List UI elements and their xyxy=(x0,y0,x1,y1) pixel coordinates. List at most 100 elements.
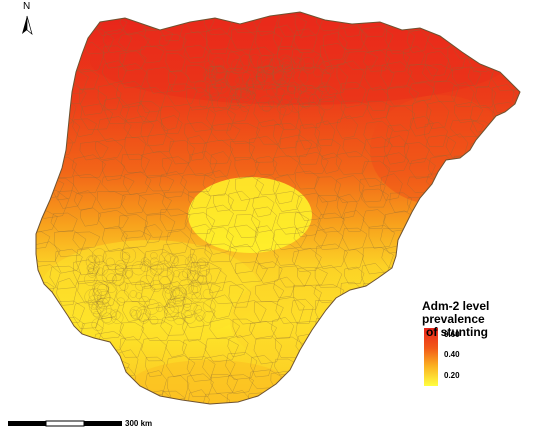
district-polygon xyxy=(384,135,410,165)
district-polygon xyxy=(235,86,247,98)
district-polygon xyxy=(159,208,191,232)
district-polygon xyxy=(124,281,156,302)
district-polygon xyxy=(272,174,296,205)
district-polygon xyxy=(52,358,82,382)
district-polygon xyxy=(36,241,61,262)
district-polygon xyxy=(315,12,344,32)
district-polygon xyxy=(129,306,142,319)
district-polygon xyxy=(518,375,520,394)
district-polygon xyxy=(141,283,174,309)
district-polygon xyxy=(235,176,264,201)
district-polygon xyxy=(408,82,435,102)
district-polygon xyxy=(194,309,206,321)
district-polygon xyxy=(446,249,480,270)
district-polygon xyxy=(342,296,367,324)
district-polygon xyxy=(363,49,390,72)
district-polygon xyxy=(124,137,146,160)
district-polygon xyxy=(139,87,166,113)
district-polygon xyxy=(166,230,190,255)
district-polygon xyxy=(111,274,124,287)
district-polygon xyxy=(277,99,293,116)
district-polygon xyxy=(183,303,191,311)
district-polygon xyxy=(388,354,418,374)
district-polygon xyxy=(337,356,369,377)
district-polygon xyxy=(287,83,296,93)
district-polygon xyxy=(242,70,257,86)
district-polygon xyxy=(118,63,148,89)
district-polygon xyxy=(57,369,86,393)
district-polygon xyxy=(225,352,258,380)
district-polygon xyxy=(36,155,64,177)
district-polygon xyxy=(406,388,432,404)
district-polygon xyxy=(235,77,244,85)
district-polygon xyxy=(249,321,277,340)
district-polygon xyxy=(409,116,434,137)
district-polygon xyxy=(92,280,118,308)
district-polygon xyxy=(320,43,350,67)
district-polygon xyxy=(77,367,101,398)
district-polygon xyxy=(494,159,520,178)
district-polygon xyxy=(116,297,125,306)
district-polygon xyxy=(97,116,132,142)
district-polygon xyxy=(173,255,189,270)
district-polygon xyxy=(36,68,55,87)
district-polygon xyxy=(197,275,208,285)
district-polygon xyxy=(112,273,126,286)
district-polygon xyxy=(314,317,346,341)
district-polygon xyxy=(512,339,520,361)
district-polygon xyxy=(470,174,500,202)
district-polygon xyxy=(163,302,179,318)
district-polygon xyxy=(404,142,430,164)
district-polygon xyxy=(279,54,292,68)
district-polygon xyxy=(182,31,208,59)
legend-title-line2: of stunting xyxy=(426,325,488,339)
nigeria-choropleth xyxy=(36,12,520,404)
district-polygon xyxy=(261,58,277,74)
district-polygon xyxy=(266,84,279,97)
district-polygon xyxy=(194,260,210,277)
district-polygon xyxy=(467,67,493,88)
district-polygon xyxy=(110,309,121,320)
district-polygon xyxy=(123,115,155,138)
district-polygon xyxy=(336,320,357,344)
district-polygon xyxy=(272,226,308,250)
district-polygon xyxy=(138,193,172,215)
district-polygon xyxy=(365,86,389,111)
district-polygon xyxy=(422,64,452,83)
district-polygon xyxy=(121,251,130,260)
district-polygon xyxy=(229,244,259,274)
district-polygon xyxy=(343,51,378,70)
district-polygon xyxy=(72,118,97,137)
district-polygon xyxy=(102,226,128,252)
district-polygon xyxy=(363,120,393,149)
district-polygon xyxy=(454,389,475,404)
district-polygon xyxy=(248,54,262,68)
district-polygon xyxy=(363,296,396,318)
district-polygon xyxy=(386,124,410,147)
district-polygon xyxy=(240,102,250,112)
district-polygon xyxy=(135,280,146,291)
district-polygon xyxy=(118,33,150,52)
central-yellow-region xyxy=(188,177,312,253)
district-polygon xyxy=(100,308,117,325)
district-polygon xyxy=(294,85,324,107)
district-polygon xyxy=(193,305,202,314)
district-polygon xyxy=(140,120,169,147)
district-polygon xyxy=(303,62,315,74)
district-polygon xyxy=(36,190,70,219)
district-polygon xyxy=(120,247,136,264)
district-polygon xyxy=(205,226,234,255)
district-polygon xyxy=(316,388,350,404)
district-polygon xyxy=(449,119,484,138)
district-polygon xyxy=(210,374,238,394)
district-polygon xyxy=(226,390,253,404)
district-polygon xyxy=(297,87,305,95)
district-polygon xyxy=(95,316,124,339)
district-polygon xyxy=(313,370,335,393)
district-polygon xyxy=(226,374,254,394)
district-polygon xyxy=(246,90,256,100)
district-polygon xyxy=(424,226,453,251)
district-polygon xyxy=(191,292,202,303)
district-polygon xyxy=(159,106,181,131)
district-polygon xyxy=(336,194,358,219)
